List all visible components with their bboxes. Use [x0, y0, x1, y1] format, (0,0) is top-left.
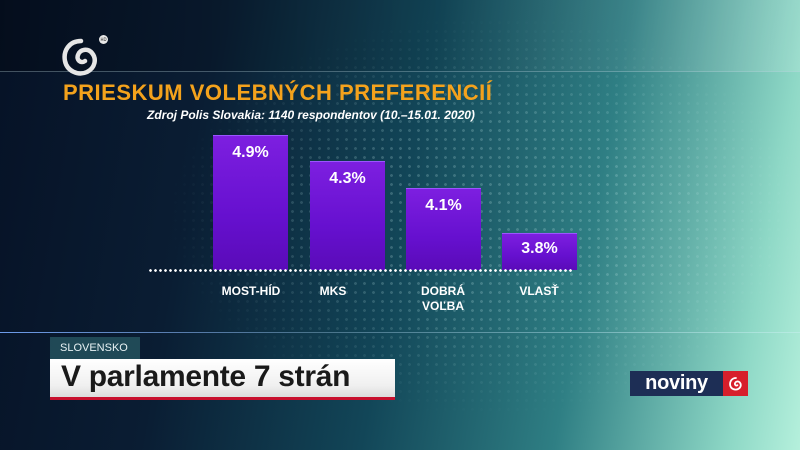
- brand-name: noviny: [630, 371, 723, 396]
- divider-line: [0, 332, 800, 333]
- category-label: MOST-HÍD: [196, 284, 306, 299]
- chart-subtitle: Zdroj Polis Slovakia: 1140 respondentov …: [147, 108, 475, 122]
- bar-dobra-volba: 4.1%: [406, 188, 481, 270]
- headline-box: V parlamente 7 strán: [50, 359, 395, 400]
- chart-title: PRIESKUM VOLEBNÝCH PREFERENCIÍ: [63, 80, 493, 105]
- bar-mks: 4.3%: [310, 161, 385, 270]
- category-label-line: DOBRÁ: [421, 284, 465, 298]
- bar-chart: 4.9% 4.3% 4.1% 3.8% MOST-HÍD MKS DOBRÁ V…: [148, 135, 594, 314]
- category-label: VLASŤ: [484, 284, 594, 299]
- headline-text: V parlamente 7 strán: [61, 360, 351, 393]
- chart-baseline: [148, 269, 573, 272]
- bar-value: 4.1%: [425, 197, 462, 214]
- bar-value: 3.8%: [521, 240, 558, 257]
- category-label: MKS: [278, 284, 388, 299]
- category-label-line: VOĽBA: [422, 299, 464, 313]
- category-label-line: MOST-HÍD: [221, 284, 281, 298]
- hd-badge: HD: [99, 35, 108, 44]
- category-label-line: MKS: [319, 284, 347, 298]
- noviny-brand-logo: noviny: [630, 371, 748, 396]
- section-tag: SLOVENSKO: [50, 337, 140, 359]
- category-label: DOBRÁ VOĽBA: [388, 284, 498, 314]
- bar-value: 4.9%: [232, 144, 269, 161]
- markiza-swirl-icon: [723, 371, 748, 396]
- bar-most-hid: 4.9%: [213, 135, 288, 270]
- bar-vlast: 3.8%: [502, 233, 577, 270]
- bar-value: 4.3%: [329, 170, 366, 187]
- markiza-swirl-icon: [62, 38, 97, 76]
- top-band: [0, 0, 800, 72]
- category-label-line: VLASŤ: [519, 284, 559, 298]
